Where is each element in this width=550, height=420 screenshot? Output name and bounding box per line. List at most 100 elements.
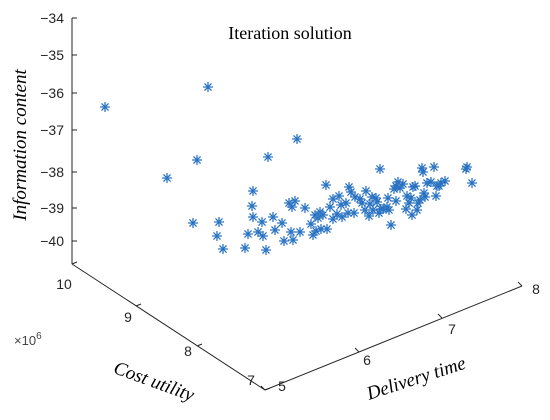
data-point [333,190,345,202]
data-point [269,224,281,236]
z-axis-ticks: −40 −39 −38 −37 −36 −35 −34 [40,10,77,249]
data-markers [99,81,478,256]
data-point [260,244,272,256]
data-point [374,163,386,175]
data-point [262,151,274,163]
data-point [213,216,225,228]
z-axis-label: Information content [10,69,31,222]
data-point [211,230,223,242]
data-point [286,201,298,213]
data-point [187,217,199,229]
data-point [246,200,258,212]
y-tick-mark [135,303,142,307]
z-tick-label: −38 [40,164,64,180]
data-point [336,211,348,223]
data-point [202,81,214,93]
x-tick-label: 7 [448,321,456,337]
data-point [257,230,269,242]
x-tick-label: 8 [532,281,540,297]
data-point [247,185,259,197]
data-point [359,204,371,216]
data-point [345,186,357,198]
data-point [161,172,173,184]
data-point [439,175,451,187]
data-point [217,243,229,255]
y-tick-label: 7 [247,372,255,388]
data-point [287,234,299,246]
y-tick-label: 10 [56,276,72,292]
data-point [256,216,268,228]
z-tick-label: −34 [40,10,64,26]
z-tick-label: −40 [40,233,64,249]
data-point [327,193,339,205]
data-point [276,217,288,229]
data-point [430,190,442,202]
data-point [428,161,440,173]
data-point [267,211,279,223]
z-tick-label: −36 [40,85,64,101]
data-point [383,204,395,216]
y-tick-label: 8 [184,343,192,359]
x-tick-mark [354,347,360,353]
data-point [247,211,259,223]
data-point [425,176,437,188]
data-point [390,195,402,207]
x-tick-label: 6 [363,352,371,368]
data-point [321,223,333,235]
data-point [409,180,421,192]
data-point [278,235,290,247]
x-tick-mark [437,313,443,319]
y-tick-label: 9 [124,309,132,325]
data-point [294,226,306,238]
data-point [191,154,203,166]
data-point [466,177,478,189]
x-axis-label: Delivery time [363,353,468,405]
data-point [315,223,327,235]
data-point [327,213,339,225]
data-point [299,202,311,214]
x-axis-line [264,285,523,391]
data-point [382,192,394,204]
data-point [405,192,417,204]
data-point [99,101,111,113]
data-point [239,242,251,254]
data-point [419,191,431,203]
data-point [242,228,254,240]
data-point [289,195,301,207]
x-tick-label: 5 [278,378,286,394]
y-axis-line [71,263,266,391]
data-point [360,185,372,197]
x-axis-ticks: 5 6 7 8 [260,281,540,394]
data-point [348,207,360,219]
x-tick-mark [517,281,523,287]
data-point [356,197,368,209]
data-point [385,219,397,231]
x-tick-mark [260,385,266,391]
data-point [291,133,303,145]
data-point [411,204,423,216]
data-point [340,197,352,209]
data-point [305,218,317,230]
data-point [285,226,297,238]
data-point [371,196,383,208]
data-point [417,166,429,178]
z-tick-label: −37 [40,122,64,138]
data-point [324,201,336,213]
z-tick-label: −39 [40,200,64,216]
data-point [363,210,375,222]
y-axis-ticks: 7 8 9 10 [56,261,271,391]
data-point [317,209,329,221]
axes-frame [71,18,523,391]
y-tick-mark [71,261,78,265]
z-tick-label: −35 [40,47,64,63]
data-point [320,179,332,191]
y-axis-exponent: ×106 [14,331,42,348]
y-tick-mark [264,387,271,391]
data-point [397,178,409,190]
y-tick-mark [196,343,203,347]
data-point [461,161,473,173]
data-point [252,226,264,238]
y-axis-label: Cost utility [111,358,198,407]
chart-title: Iteration solution [228,23,351,43]
